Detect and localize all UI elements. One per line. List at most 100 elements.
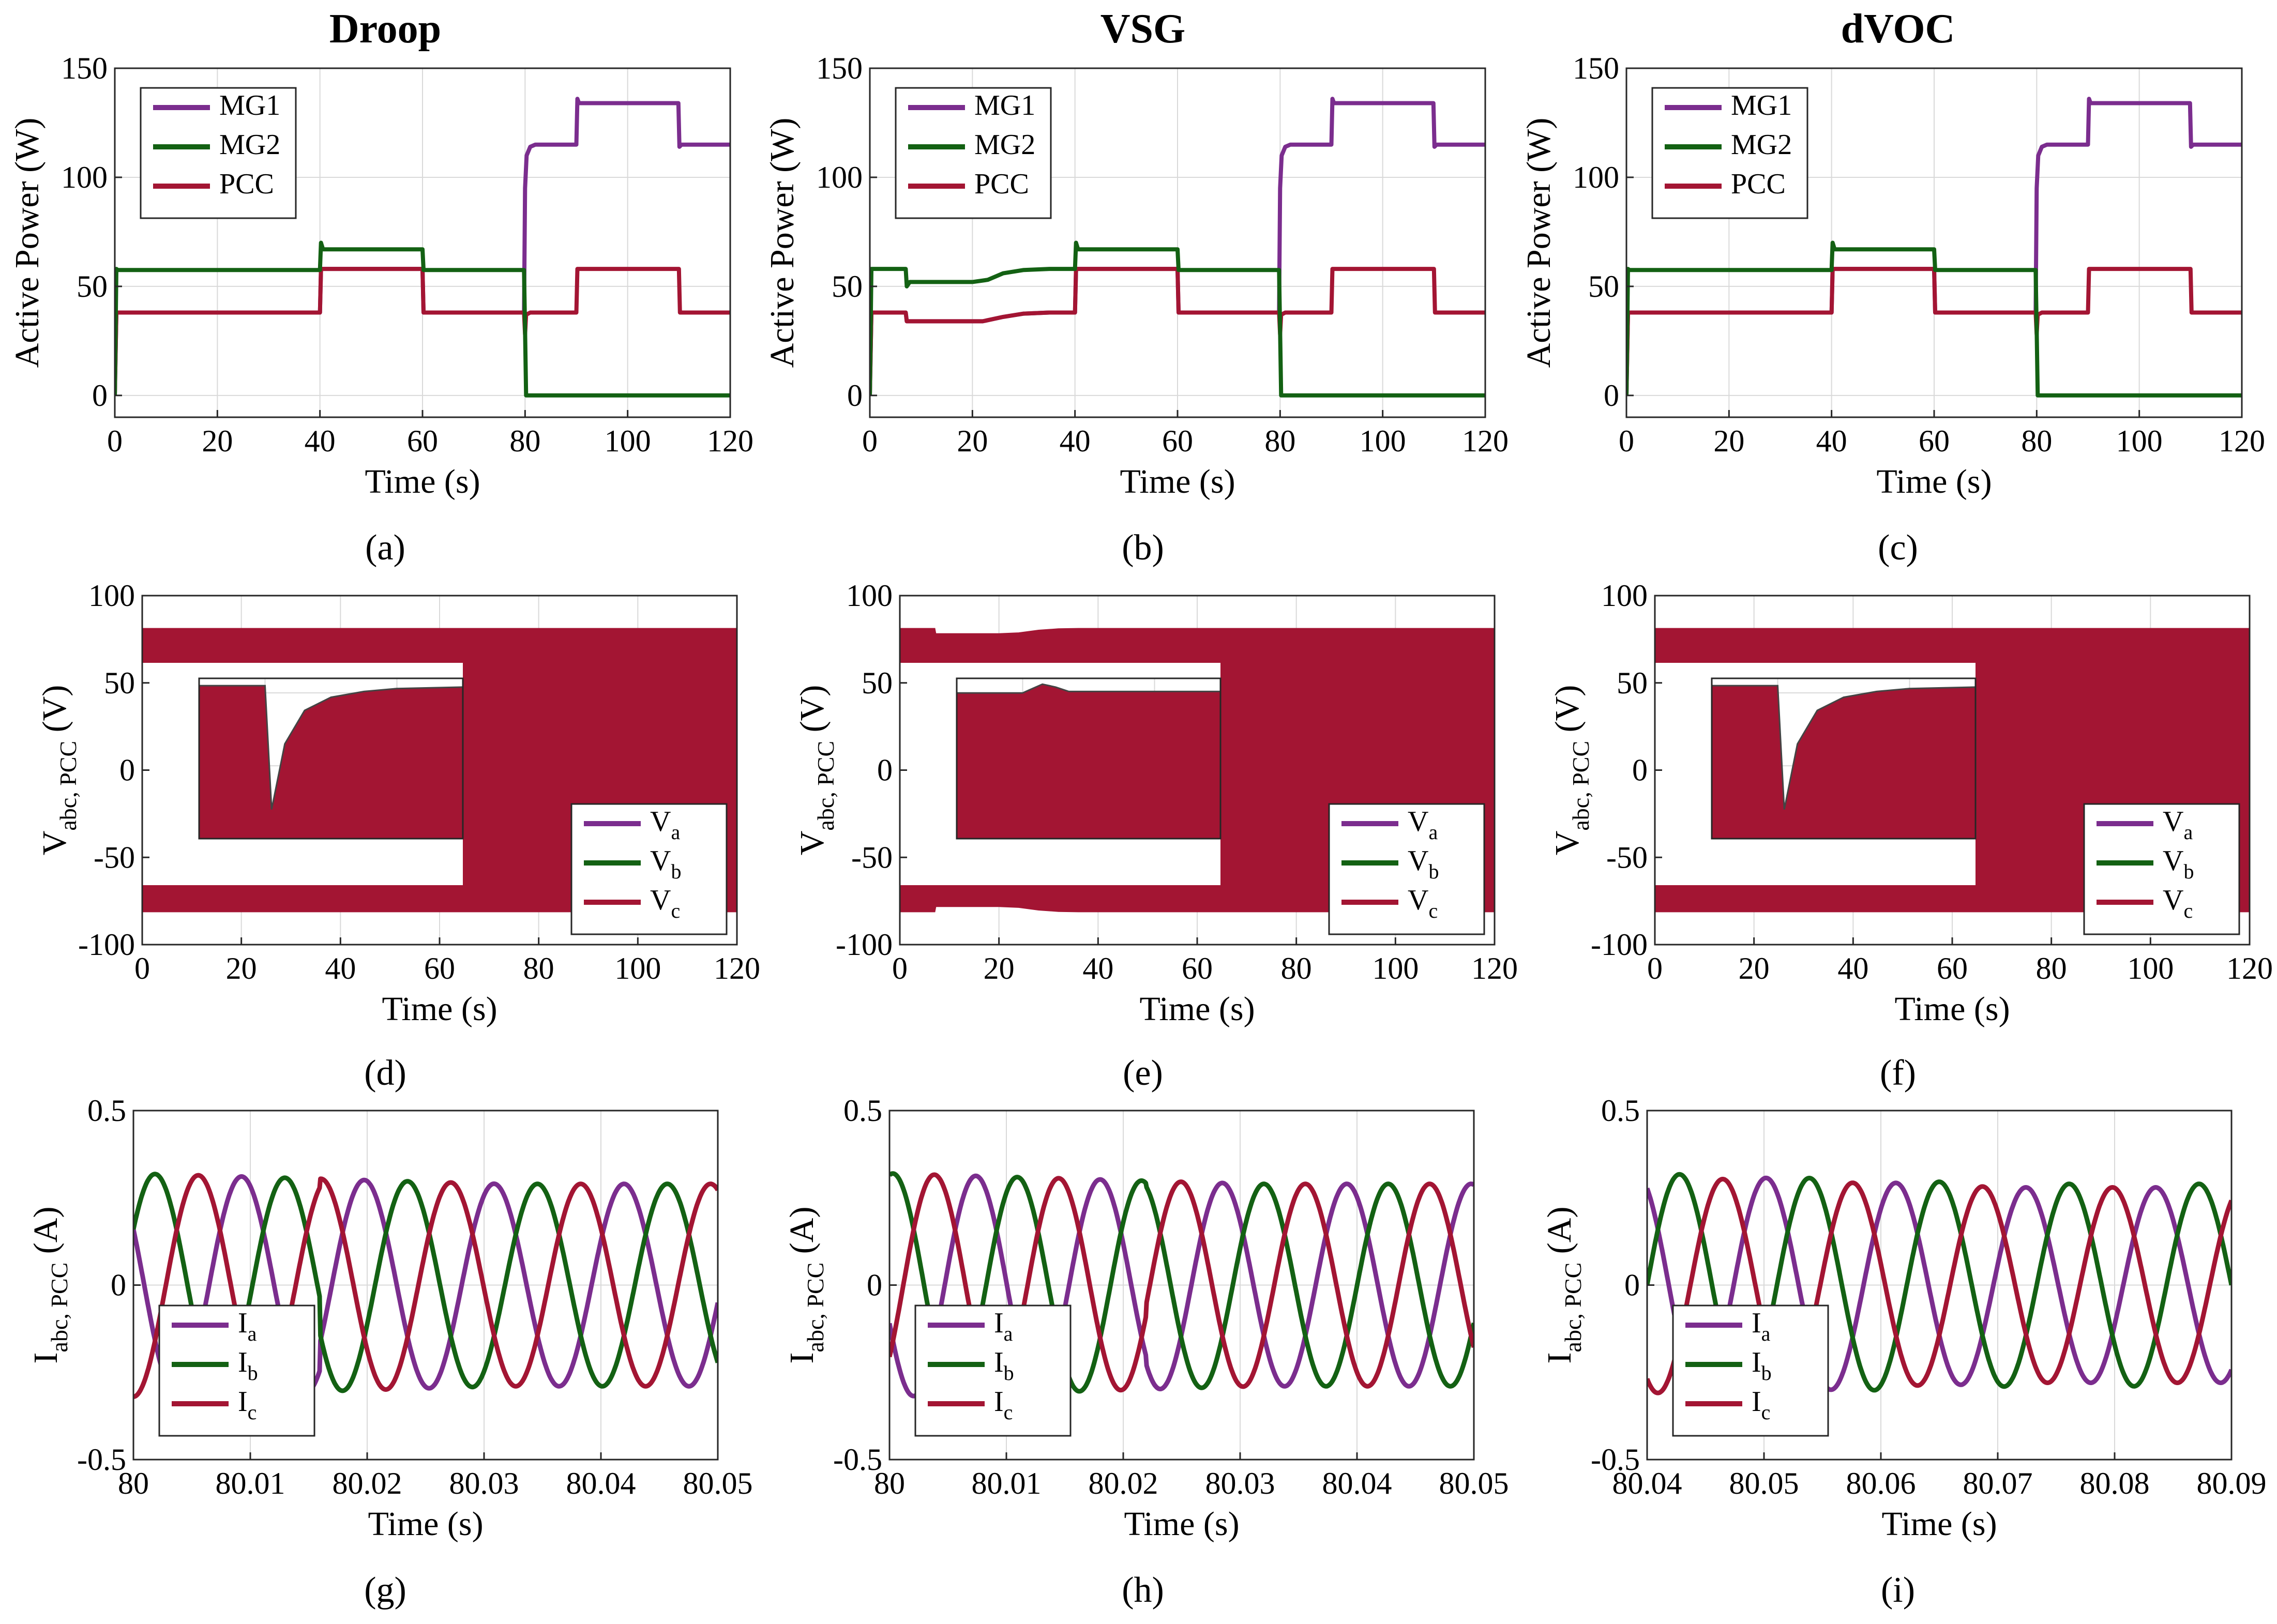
y-axis-label: Vabc, PCC (V) (1548, 685, 1594, 856)
legend-label-Vb: Vb (650, 845, 681, 883)
legend-label-MG2: MG2 (219, 129, 280, 161)
legend-label-subscript: b (671, 860, 681, 883)
inset-line (1712, 685, 1976, 810)
series-line-MG2 (115, 240, 730, 398)
legend-label-subscript: c (671, 899, 680, 922)
y-label-subscript: abc, PCC (1567, 741, 1594, 831)
y-label-unit: (V) (1548, 685, 1586, 741)
y-tick-label: 50 (862, 666, 893, 700)
legend-label-Va: Va (650, 806, 680, 844)
inset-y-tick-label: 70 (1677, 823, 1705, 854)
x-tick-label: 120 (714, 951, 760, 985)
legend-label-base: V (650, 806, 671, 838)
x-axis-label: Time (s) (382, 990, 497, 1028)
x-tick-label: 60 (407, 424, 438, 458)
x-tick-label: 100 (2127, 951, 2174, 985)
x-tick-label: 0 (1619, 424, 1634, 458)
legend-label-base: V (1408, 806, 1428, 838)
legend-label-subscript: c (1004, 1401, 1013, 1424)
x-tick-label: 80.08 (2080, 1466, 2150, 1500)
inset-x-tick-label: 82 (1896, 846, 1924, 877)
x-tick-label: 80.05 (683, 1466, 753, 1500)
legend-label-subscript: c (248, 1401, 257, 1424)
y-tick-label: 100 (816, 160, 863, 194)
current-wave-Ic (133, 1173, 718, 1399)
x-tick-label: 60 (1162, 424, 1193, 458)
x-tick-label: 0 (862, 424, 878, 458)
y-label-base: V (36, 831, 73, 856)
inset-fill (1712, 686, 1976, 839)
inset-x-tick-label: 82 (383, 846, 411, 877)
x-tick-label: 100 (2116, 424, 2163, 458)
caption-a: (a) (365, 528, 405, 568)
y-tick-label: 150 (61, 51, 108, 85)
x-tick-label: 0 (892, 951, 908, 985)
y-axis-label: Vabc, PCC (V) (793, 685, 839, 856)
column-title-dvoc: dVOC (1841, 6, 1955, 52)
y-tick-label: 150 (1573, 51, 1619, 85)
legend-label-subscript: a (248, 1322, 257, 1345)
column-title-vsg: VSG (1100, 6, 1186, 52)
x-tick-label: 80.03 (449, 1466, 519, 1500)
legend-label-subscript: b (2183, 860, 2194, 883)
x-tick-label: 80 (874, 1466, 905, 1500)
legend-label-base: I (238, 1307, 248, 1339)
legend-label-MG1: MG1 (1731, 89, 1792, 122)
inset-y-tick-label: 75 (164, 750, 192, 781)
legend-label-base: V (650, 884, 671, 916)
legend-label-Ic: Ic (238, 1386, 257, 1424)
panel-a-droop-power: MG1 MG2 PCC 0 20 40 60 80 100 120 0 50 100 150 Time (s… (8, 51, 753, 500)
ticks: 0 20 40 60 80 100 120 0 50 100 150 (61, 51, 753, 458)
ticks: 0 20 40 60 80 100 120 -100 -50 0 50 100 (1591, 579, 2273, 985)
legend-label-Vc: Vc (650, 884, 680, 922)
y-axis-label: Vabc, PCC (V) (36, 685, 81, 856)
x-tick-label: 120 (2226, 951, 2273, 985)
y-tick-label: 0 (877, 753, 893, 787)
legend-label-base: V (2163, 845, 2183, 877)
y-label-base: I (783, 1352, 821, 1363)
legend-label-Ib: Ib (238, 1346, 258, 1385)
x-axis-label: Time (s) (365, 463, 480, 500)
y-tick-label: 50 (832, 269, 863, 303)
legend-label-base: I (1752, 1346, 1761, 1378)
legend-label-MG1: MG1 (219, 89, 280, 122)
y-tick-label: 0 (111, 1268, 126, 1302)
y-tick-label: 0 (1604, 378, 1619, 413)
y-tick-label: -50 (1606, 840, 1648, 874)
y-axis-label: Active Power (W) (1520, 118, 1558, 368)
x-tick-label: 60 (424, 951, 455, 985)
y-tick-label: -0.5 (833, 1443, 882, 1477)
inset-box (956, 677, 1222, 840)
x-tick-label: 20 (226, 951, 257, 985)
legend-label-subscript: b (1004, 1361, 1014, 1385)
legend-label-base: V (1408, 884, 1428, 916)
y-tick-label: 100 (1601, 579, 1648, 613)
ticks: 0 20 40 60 80 100 120 0 50 100 150 (1573, 51, 2265, 458)
legend-label-Vb: Vb (2163, 845, 2194, 883)
legend-box (140, 87, 297, 219)
x-tick-label: 40 (1060, 424, 1091, 458)
x-tick-label: 100 (1372, 951, 1419, 985)
plot-area (870, 97, 1485, 398)
y-tick-label: 0 (119, 753, 135, 787)
legend-label-subscript: a (1428, 821, 1438, 844)
y-axis-label: Iabc, PCC (A) (783, 1207, 828, 1364)
panel-b-vsg-power: MG1 MG2 PCC 0 20 40 60 80 100 120 0 50 100 150 Time (s… (763, 51, 1509, 500)
inset: 80 82 70 75 80 (1655, 663, 1977, 885)
inset-y-tick-label: 75 (922, 750, 949, 781)
inset-x-tick-label: 80 (1764, 846, 1792, 877)
current-wave-Ib (889, 1171, 1474, 1398)
legend-label-base: I (1752, 1386, 1761, 1418)
x-tick-label: 80.02 (333, 1466, 402, 1500)
y-tick-label: -100 (836, 928, 893, 962)
x-tick-label: 80 (2036, 951, 2067, 985)
inset-top-margin (1712, 663, 1976, 678)
